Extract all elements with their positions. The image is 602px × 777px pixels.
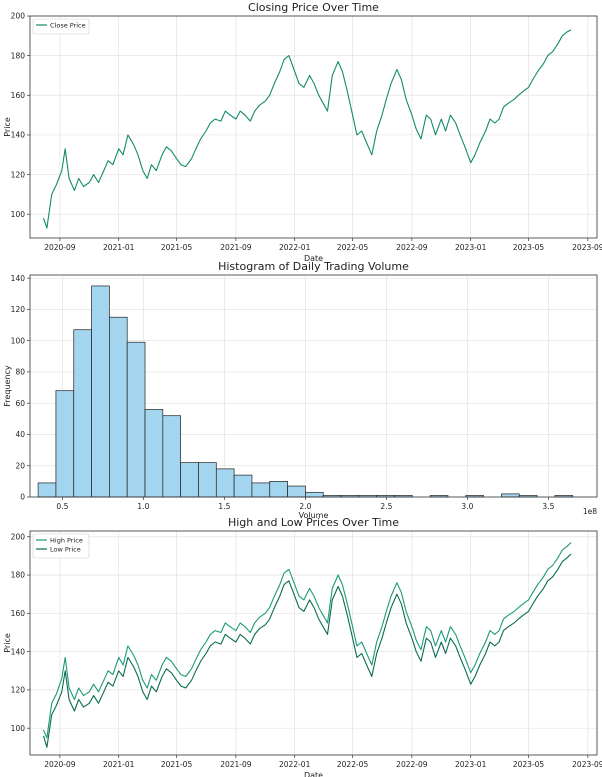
- x-axis-label: Date: [304, 254, 323, 263]
- y-tick-label: 200: [11, 12, 26, 21]
- y-tick-label: 180: [11, 51, 26, 60]
- histogram-bar: [251, 482, 271, 498]
- histogram-bar: [37, 482, 57, 498]
- plot-area: [30, 16, 597, 238]
- legend-box: [32, 18, 90, 35]
- y-axis-label: Price: [3, 117, 12, 137]
- x-tick-label: 2021-01: [103, 243, 135, 252]
- x-tick-label: 1.0: [137, 502, 149, 511]
- chart-title: Closing Price Over Time: [248, 1, 379, 14]
- legend-label: Low Price: [50, 545, 81, 553]
- chart-title: High and Low Prices Over Time: [228, 516, 399, 529]
- y-tick-label: 80: [15, 368, 25, 377]
- chart-panel-3: 2020-09 2021-01 2021-05 2021-09 2022-01 2022-…: [3, 516, 602, 777]
- y-tick-label: 0: [20, 493, 25, 502]
- histogram-bar: [73, 329, 92, 498]
- x-tick-label: 2021-01: [103, 760, 135, 769]
- histogram-bar: [233, 474, 253, 498]
- x-tick-label: 2022-09: [396, 760, 428, 769]
- x-tick-label: 2021-09: [220, 760, 252, 769]
- x-tick-label: 2022-05: [337, 760, 369, 769]
- y-tick-label: 100: [11, 210, 26, 219]
- y-tick-label: 120: [11, 170, 26, 179]
- x-tick-label: 2020-09: [44, 243, 76, 252]
- histogram-bar: [269, 481, 288, 498]
- plot-border: [29, 15, 598, 239]
- x-tick-label: 2021-09: [220, 243, 252, 252]
- y-tick-label: 100: [11, 724, 26, 733]
- legend-label: Close Price: [50, 21, 86, 29]
- histogram-bar: [55, 390, 75, 498]
- y-tick-label: 140: [11, 647, 26, 656]
- x-tick-label: 2021-05: [161, 760, 193, 769]
- x-tick-label: 2.5: [380, 502, 392, 511]
- y-tick-label: 100: [11, 336, 26, 345]
- legend-label: High Price: [50, 536, 83, 544]
- y-tick-label: 120: [11, 686, 26, 695]
- plot-area: [30, 531, 597, 755]
- series-line-1: [42, 542, 572, 739]
- plot-border: [29, 274, 598, 498]
- y-tick-label: 40: [15, 430, 25, 439]
- y-tick-label: 160: [11, 609, 26, 618]
- x-tick-label: 3.0: [461, 502, 473, 511]
- x-tick-label: 0.5: [56, 502, 68, 511]
- x-axis-label: Volume: [299, 511, 329, 520]
- x-tick-label: 3.5: [542, 502, 554, 511]
- x-tick-label: 2021-05: [161, 243, 193, 252]
- chart-panel-2: 0.5 1.0 1.5 2.0 2.5 3.0 3.5 0 20 40 60 80 100 120 140 H…: [3, 260, 598, 520]
- x-tick-label: 2022-05: [337, 243, 369, 252]
- y-tick-label: 180: [11, 571, 26, 580]
- histogram-bar: [198, 462, 217, 498]
- x-tick-label: 2022-09: [396, 243, 428, 252]
- x-tick-label: 1.5: [218, 502, 230, 511]
- x-tick-label: 2023-05: [513, 760, 545, 769]
- histogram-bar: [501, 493, 520, 498]
- x-tick-label: 2020-09: [44, 760, 76, 769]
- y-tick-label: 140: [11, 274, 26, 283]
- legend: Close Price: [32, 18, 90, 35]
- histogram-bar: [305, 491, 324, 498]
- histogram-bar: [109, 316, 128, 498]
- x-tick-label: 2023-05: [513, 243, 545, 252]
- x-tick-label: 2022-01: [279, 760, 311, 769]
- x-axis-label: Date: [304, 771, 323, 777]
- x-tick-label: 2.0: [299, 502, 311, 511]
- histogram-bar: [162, 415, 182, 498]
- y-tick-label: 140: [11, 131, 26, 140]
- chart-panel-1: 2020-09 2021-01 2021-05 2021-09 2022-01 2022-…: [3, 1, 602, 263]
- y-tick-label: 60: [15, 399, 25, 408]
- y-axis-label: Price: [3, 633, 12, 653]
- y-tick-label: 20: [15, 461, 25, 470]
- histogram-bar: [215, 468, 235, 498]
- chart-title: Histogram of Daily Trading Volume: [218, 260, 409, 273]
- plot-border: [29, 530, 598, 756]
- y-tick-label: 120: [11, 305, 26, 314]
- y-axis-label: Frequency: [3, 365, 12, 407]
- series-line-2: [42, 553, 572, 748]
- x-tick-label: 2023-01: [455, 760, 487, 769]
- histogram-bar: [126, 341, 146, 498]
- x-tick-label: 2023-01: [455, 243, 487, 252]
- histogram-bar: [287, 485, 306, 498]
- histogram-bar: [144, 409, 164, 498]
- histogram-bar: [180, 462, 199, 498]
- y-tick-label: 160: [11, 91, 26, 100]
- x-tick-label: 2023-09: [572, 760, 602, 769]
- x-tick-label: 2022-01: [279, 243, 311, 252]
- histogram-bar: [91, 285, 110, 498]
- x-axis-offset: 1e8: [583, 507, 597, 516]
- y-tick-label: 200: [11, 532, 26, 541]
- series-line-1: [42, 29, 572, 229]
- x-tick-label: 2023-09: [572, 243, 602, 252]
